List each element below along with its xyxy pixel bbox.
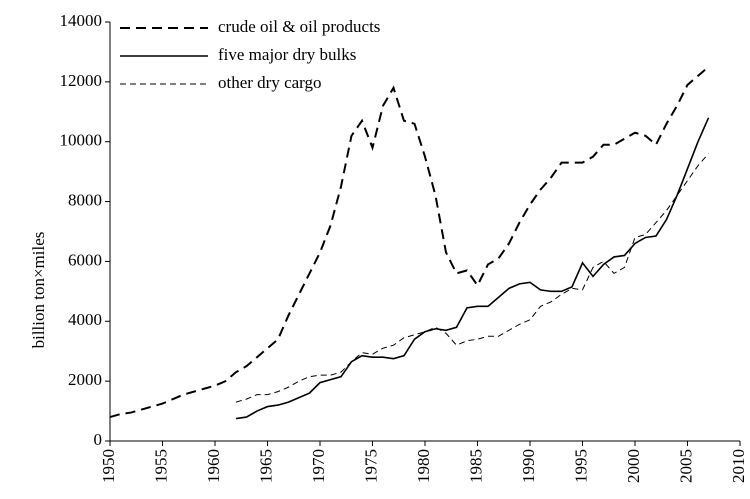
x-tick-label: 1950 — [99, 449, 118, 483]
x-tick-label: 2005 — [676, 449, 695, 483]
legend-label: other dry cargo — [218, 73, 322, 92]
x-tick-label: 1960 — [204, 449, 223, 483]
y-tick-label: 4000 — [68, 310, 102, 329]
x-tick-label: 1995 — [571, 449, 590, 483]
x-tick-label: 1975 — [361, 449, 380, 483]
x-tick-label: 1985 — [466, 449, 485, 483]
legend-label: crude oil & oil products — [218, 17, 380, 36]
x-tick-label: 1990 — [519, 449, 538, 483]
x-tick-label: 1955 — [151, 449, 170, 483]
series-line — [109, 66, 710, 419]
x-tick-label: 1970 — [309, 449, 328, 483]
y-tick-label: 12000 — [60, 71, 103, 90]
y-tick-label: 8000 — [68, 190, 102, 209]
y-axis-label: billion ton×miles — [29, 232, 48, 349]
series-line — [235, 153, 709, 403]
x-tick-label: 1980 — [414, 449, 433, 483]
series-line — [235, 117, 710, 420]
y-tick-label: 14000 — [60, 11, 103, 30]
y-tick-label: 6000 — [68, 250, 102, 269]
y-tick-label: 10000 — [60, 131, 103, 150]
x-tick-label: 2010 — [729, 449, 748, 483]
legend-label: five major dry bulks — [218, 45, 356, 64]
x-tick-label: 2000 — [624, 449, 643, 483]
y-tick-label: 0 — [94, 430, 103, 449]
x-tick-label: 1965 — [256, 449, 275, 483]
y-tick-label: 2000 — [68, 370, 102, 389]
